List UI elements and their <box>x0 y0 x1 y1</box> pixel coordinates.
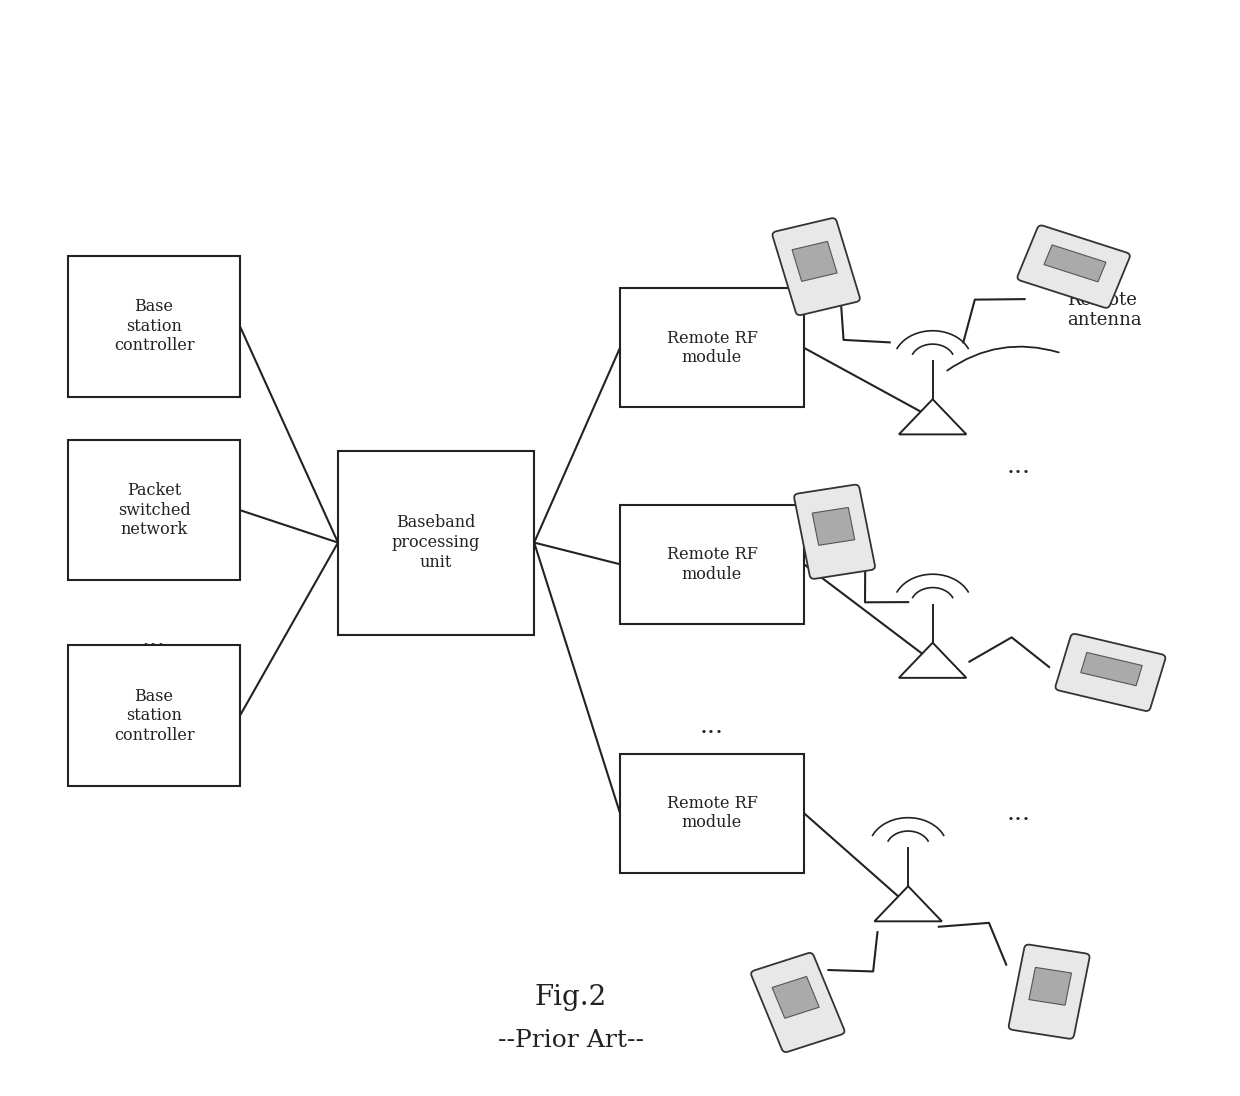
Text: ...: ... <box>143 628 166 651</box>
Polygon shape <box>899 399 966 434</box>
Text: ...: ... <box>699 715 724 738</box>
FancyBboxPatch shape <box>68 255 239 397</box>
Text: Packet
switched
network: Packet switched network <box>118 482 191 538</box>
Polygon shape <box>874 887 942 922</box>
Text: Fig.2: Fig.2 <box>534 983 608 1011</box>
FancyBboxPatch shape <box>1009 945 1090 1039</box>
FancyBboxPatch shape <box>620 754 804 872</box>
FancyBboxPatch shape <box>751 952 844 1052</box>
FancyBboxPatch shape <box>339 450 534 635</box>
Text: Base
station
controller: Base station controller <box>114 298 195 354</box>
FancyBboxPatch shape <box>812 507 854 546</box>
Text: --Prior Art--: --Prior Art-- <box>498 1029 644 1052</box>
FancyBboxPatch shape <box>773 977 820 1018</box>
FancyBboxPatch shape <box>792 241 837 282</box>
Text: Remote RF
module: Remote RF module <box>667 795 758 832</box>
FancyBboxPatch shape <box>68 646 239 786</box>
Text: Base
station
controller: Base station controller <box>114 687 195 744</box>
Polygon shape <box>899 642 966 677</box>
FancyBboxPatch shape <box>1055 633 1166 711</box>
Text: Remote RF
module: Remote RF module <box>667 546 758 583</box>
FancyBboxPatch shape <box>1029 968 1071 1005</box>
FancyBboxPatch shape <box>773 218 859 316</box>
Text: Remote
antenna: Remote antenna <box>1068 290 1142 329</box>
FancyBboxPatch shape <box>1044 244 1106 282</box>
FancyBboxPatch shape <box>794 484 875 579</box>
FancyBboxPatch shape <box>1018 226 1130 308</box>
FancyBboxPatch shape <box>620 505 804 624</box>
Text: ...: ... <box>1007 455 1030 478</box>
Text: Remote RF
module: Remote RF module <box>667 330 758 366</box>
FancyBboxPatch shape <box>620 288 804 408</box>
Text: Baseband
processing
unit: Baseband processing unit <box>392 514 480 571</box>
Text: ...: ... <box>1007 801 1030 824</box>
FancyBboxPatch shape <box>1081 652 1142 686</box>
FancyBboxPatch shape <box>68 439 239 581</box>
